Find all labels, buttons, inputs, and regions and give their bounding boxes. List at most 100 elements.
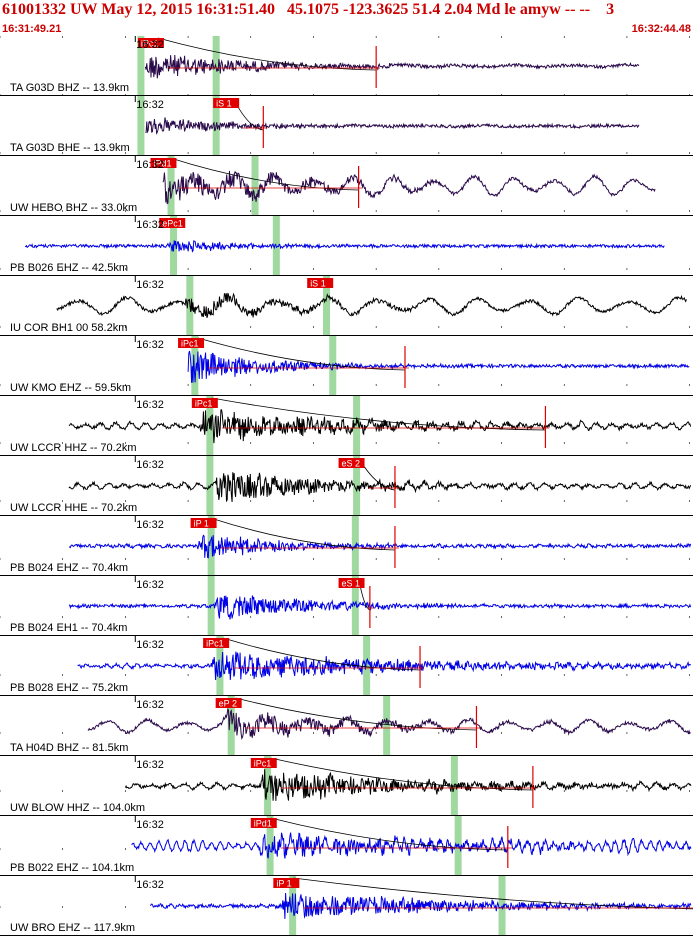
coda-curve [211,397,546,431]
minute-tick-label: 16:32 [136,639,164,651]
pick-flag [215,698,242,708]
station-label: UW HEBO BHZ -- 33.0km [10,202,137,214]
arrival-band [266,816,274,875]
minute-tick-label: 16:32 [136,819,164,831]
pick-flag [273,878,300,888]
arrival-band [137,96,145,155]
pick-label: eS 2 [342,459,361,469]
trace-row: iPc1 16:32 PB B028 EHZ -- 75.2km [0,636,693,696]
arrival-band [191,336,199,395]
arrival-band [227,696,235,755]
arrival-band [212,36,220,95]
pick-label: eP 2 [219,699,237,709]
trace-row: iP 1 16:32 UW BRO EHZ -- 117.9km [0,876,693,936]
waveform [68,472,692,503]
minute-tick-label: 16:32 [136,159,164,171]
coda-curve [157,37,377,71]
minute-tick-label: 16:32 [136,519,164,531]
pick-flag [159,218,186,228]
trace-row: eS 1 16:32 PB B024 EH1 -- 70.4km [0,576,693,636]
trace-row: iPc1 16:32 UW LCCR HHZ -- 70.2km [0,396,693,456]
trace-row: iS 1 16:32 TA G03D BHE -- 13.9km [0,96,693,156]
arrival-band [251,156,259,215]
minute-tick-label: 16:32 [136,879,164,891]
pick-flag [307,278,334,288]
minute-tick-label: 16:32 [136,279,164,291]
pick-flag [203,638,230,648]
minute-tick-label: 16:32 [136,579,164,591]
event-title: 61001332 UW May 12, 2015 16:31:51.40 45.… [2,1,615,18]
arrival-band [353,396,361,455]
station-label: UW LCCR HHE -- 70.2km [10,502,137,514]
waveform [144,54,640,79]
arrival-band [207,516,215,575]
pick-flag [250,818,277,828]
pick-label: iPc1 [254,759,272,769]
pick-flag [137,38,164,48]
waveform [145,117,640,135]
pick-label: iPc1 [141,39,159,49]
pick-label: eS 1 [342,579,361,589]
coda-curve [170,157,359,191]
trace-row: eP 2 16:32 TA H04D BHZ -- 81.5km [0,696,693,756]
trace-row: iS 1 16:32 IU COR BH1 00 58.2km [0,276,693,336]
trace-row: eS 2 16:32 UW LCCR HHE -- 70.2km [0,456,693,516]
trace-row: iPc1 16:32 UW BLOW HHZ -- 104.0km [0,756,693,816]
station-label: UW BRO EHZ -- 117.9km [10,922,135,934]
coda-curve [197,337,405,371]
coda-curve [210,517,395,551]
station-label: TA H04D BHZ -- 81.5km [10,742,128,754]
station-label: PB B026 EHZ -- 42.5km [10,262,128,274]
pick-label: iPc1 [181,339,199,349]
waveform [68,534,692,559]
station-label: PB B022 EHZ -- 104.1km [10,862,134,874]
arrival-band [353,456,361,515]
start-time: 16:31:49.21 [2,23,62,35]
waveform [131,832,692,859]
arrival-band [137,36,145,95]
arrival-band [206,456,214,515]
station-label: TA G03D BHE -- 13.9km [10,142,130,154]
waveform [77,651,692,681]
minute-tick-label: 16:32 [136,459,164,471]
minute-tick-label: 16:32 [136,219,164,231]
arrival-band [383,696,391,755]
pick-flag [191,398,218,408]
minute-tick-label: 16:32 [136,339,164,351]
pick-label: iPc1 [195,399,213,409]
minute-tick-label: 16:32 [136,39,164,51]
waveform [187,350,690,383]
header-bar: 61001332 UW May 12, 2015 16:31:51.40 45.… [0,0,693,36]
waveform [87,707,691,740]
station-label: PB B024 EHZ -- 70.4km [10,562,128,574]
pick-label: iP 1 [276,879,291,889]
trace-row: iPc1 16:32 UW KMO EHZ -- 59.5km [0,336,693,396]
coda-curve [223,637,421,671]
waveform [162,170,656,205]
pick-flag [250,758,277,768]
minute-tick-label: 16:32 [136,699,164,711]
station-label: TA G03D BHZ -- 13.9km [10,82,129,94]
arrival-band [167,156,175,215]
arrival-band [363,636,371,695]
waveform [124,769,692,801]
pick-label: iS 1 [310,279,326,289]
station-label: UW LCCR HHZ -- 70.2km [10,442,137,454]
pick-label: iPc1 [206,639,224,649]
end-time: 16:32:44.48 [631,23,691,35]
coda-curve [235,697,477,731]
waveform [56,292,687,319]
pick-label: iS 1 [216,99,232,109]
pick-label: ePc1 [162,219,183,229]
coda-curve [270,817,508,851]
arrival-band [322,276,330,335]
pick-flag [190,518,217,528]
minute-tick-label: 16:32 [136,99,164,111]
pick-label: iP 1 [194,519,209,529]
trace-row: iP 1 16:32 PB B024 EHZ -- 70.4km [0,516,693,576]
station-label: IU COR BH1 00 58.2km [10,322,127,334]
trace-row: iPd1 16:32 PB B022 EHZ -- 104.1km [0,816,693,876]
